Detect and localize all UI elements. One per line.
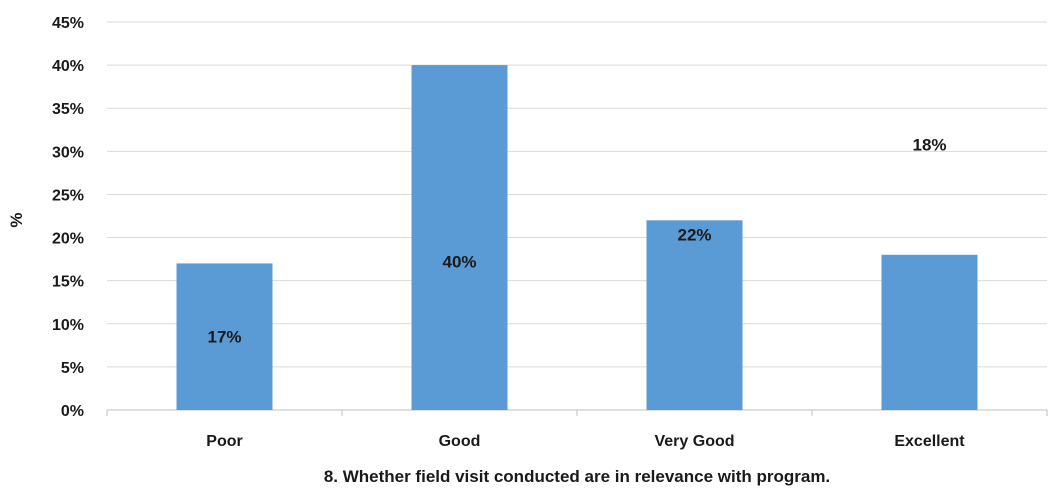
data-label: 22%: [677, 225, 711, 244]
category-label: Very Good: [654, 433, 734, 450]
y-tick-label: 20%: [52, 231, 84, 248]
x-axis-title: 8. Whether field visit conducted are in …: [324, 467, 830, 486]
data-labels: 17% 40% 22% 18%: [207, 135, 946, 346]
category-labels: Poor Good Very Good Excellent: [206, 433, 965, 450]
y-tick-label: 30%: [52, 144, 84, 161]
y-tick-label: 45%: [52, 15, 84, 32]
data-label: 40%: [442, 253, 476, 272]
y-tick-label: 15%: [52, 274, 84, 291]
y-tick-label: 0%: [61, 403, 84, 420]
y-tick-labels: 0% 5% 10% 15% 20% 25% 30% 35% 40% 45%: [52, 15, 84, 420]
bars: [176, 65, 978, 410]
category-label: Excellent: [894, 433, 965, 450]
data-label: 17%: [207, 328, 241, 347]
bar-very-good: [646, 220, 743, 410]
bar-poor: [176, 263, 273, 410]
y-tick-label: 35%: [52, 101, 84, 118]
category-label: Good: [439, 433, 481, 450]
y-tick-label: 10%: [52, 317, 84, 334]
y-axis-title: %: [7, 212, 26, 227]
bar-good: [411, 65, 508, 410]
data-label: 18%: [912, 135, 946, 154]
y-tick-label: 40%: [52, 58, 84, 75]
bar-excellent: [881, 254, 978, 410]
y-tick-label: 25%: [52, 187, 84, 204]
x-axis-ticks: [106, 410, 1048, 416]
category-label: Poor: [206, 433, 242, 450]
y-tick-label: 5%: [61, 360, 84, 377]
